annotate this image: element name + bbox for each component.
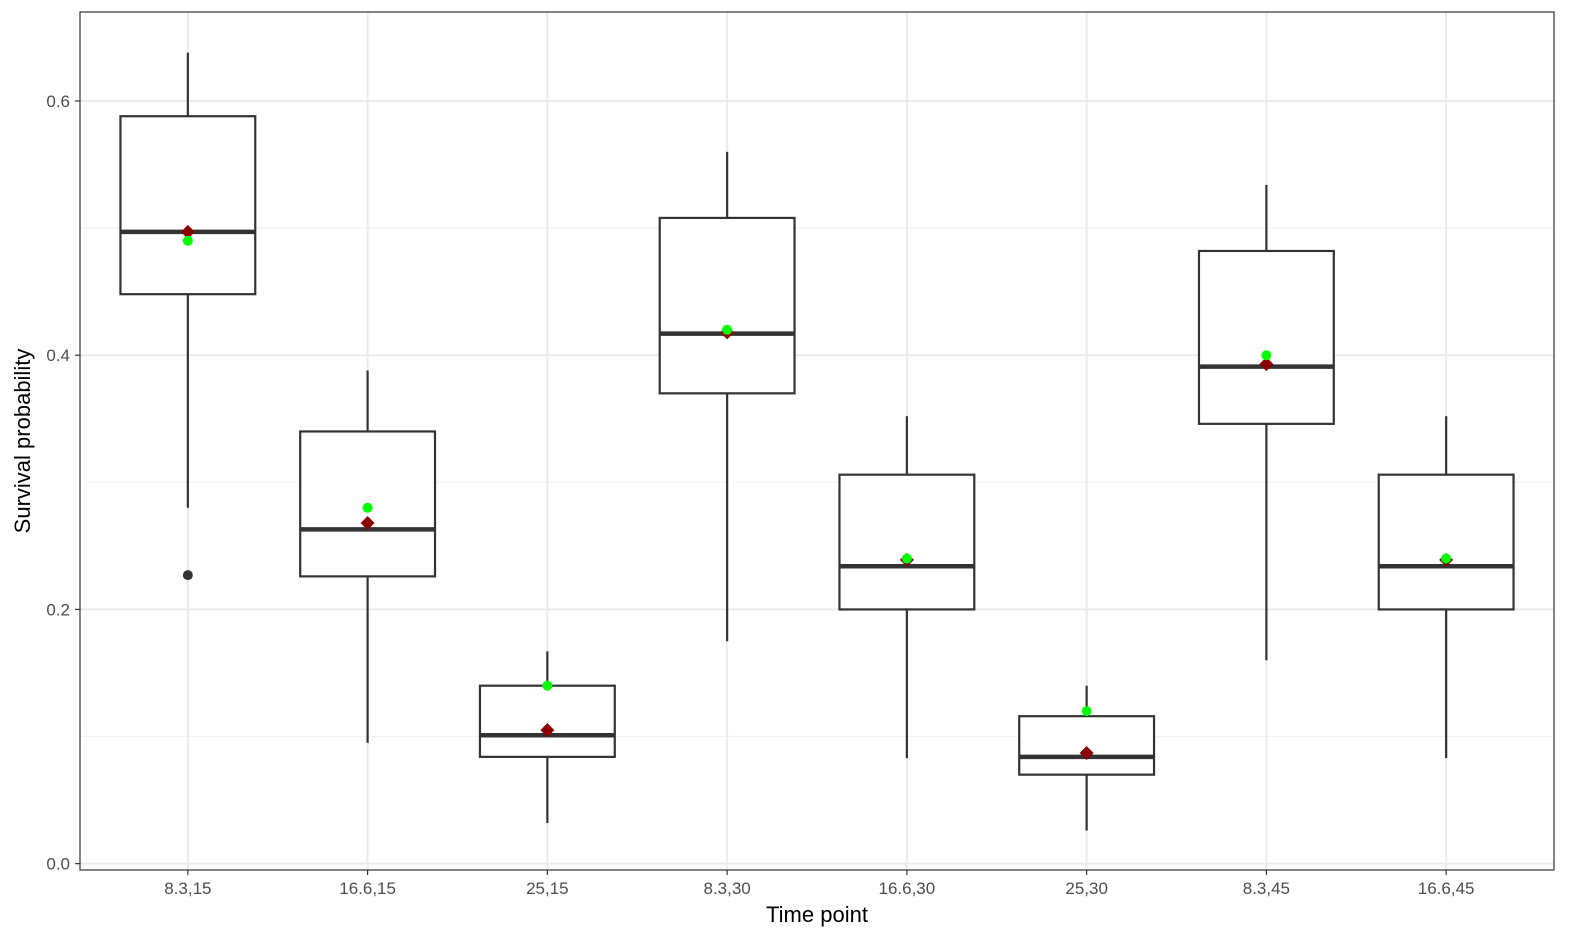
y-tick-label: 0.0 (46, 855, 70, 874)
box-8.3,45 (1197, 184, 1335, 661)
red-diamond-point (1259, 357, 1274, 372)
green-point (901, 553, 912, 564)
x-tick-label: 16.6,30 (879, 879, 936, 898)
box-body (478, 684, 616, 758)
y-tick-label: 0.2 (46, 600, 70, 619)
red-diamond-point (180, 224, 195, 239)
x-tick-label: 8.3,45 (1243, 879, 1290, 898)
mean-points (180, 224, 1454, 761)
box-25,15 (478, 651, 616, 823)
outlier-point (182, 570, 193, 581)
x-tick-label: 25,30 (1065, 879, 1108, 898)
red-diamond-point (1079, 746, 1094, 761)
green-point (722, 324, 733, 335)
panel-border (79, 11, 1555, 871)
box-body (838, 473, 976, 611)
box-body (1197, 249, 1335, 425)
box-body (1377, 473, 1515, 611)
x-tick-label: 16.6,45 (1418, 879, 1475, 898)
box-25,30 (1018, 685, 1156, 831)
box-8.3,30 (658, 151, 796, 642)
green-point (542, 680, 553, 691)
x-axis-title: Time point (766, 902, 868, 927)
red-diamond-point (360, 515, 375, 530)
boxes (119, 52, 1515, 831)
green-point (1081, 706, 1092, 717)
x-tick-label: 16.6,15 (339, 879, 396, 898)
axes: 0.0 0.2 0.4 0.6 8.3,15 16.6,15 25,15 8.3,30 16.6… (46, 92, 1474, 898)
box-16.6,15 (299, 370, 437, 743)
red-diamond-point (540, 723, 555, 738)
green-point (182, 235, 193, 246)
green-point (362, 502, 373, 513)
y-tick-label: 0.4 (46, 346, 70, 365)
green-point (1441, 553, 1452, 564)
box-body (658, 216, 796, 395)
x-tick-label: 8.3,15 (164, 879, 211, 898)
y-axis-title: Survival probability (10, 349, 35, 534)
y-tick-label: 0.6 (46, 92, 70, 111)
x-tick-label: 8.3,30 (703, 879, 750, 898)
box-body (1018, 715, 1156, 776)
box-16.6,45 (1377, 416, 1515, 759)
green-point (1261, 350, 1272, 361)
box-body (119, 115, 257, 296)
x-tick-label: 25,15 (526, 879, 569, 898)
box-16.6,30 (838, 416, 976, 759)
box-8.3,15 (119, 52, 257, 581)
